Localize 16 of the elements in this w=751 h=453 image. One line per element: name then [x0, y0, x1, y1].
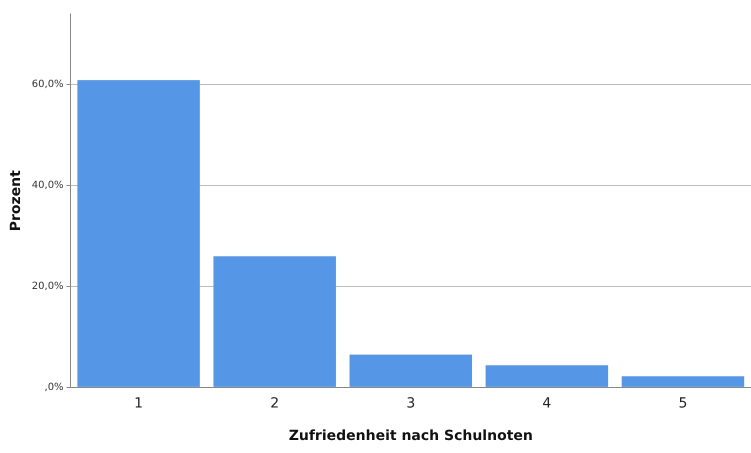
y-tick-label: 40,0%: [32, 180, 64, 192]
bar: [622, 376, 744, 387]
bar: [77, 80, 200, 387]
bar: [486, 365, 608, 387]
bar: [350, 354, 472, 387]
y-tick-label: 60,0%: [32, 79, 64, 90]
x-tick-label: 3: [406, 395, 416, 412]
bar: [213, 256, 336, 387]
y-axis-title: Prozent: [8, 170, 24, 232]
y-tick-label: ,0%: [44, 382, 64, 393]
y-tick-label: 20,0%: [32, 281, 64, 292]
x-tick-label: 4: [542, 395, 552, 412]
x-tick-label: 1: [134, 395, 144, 412]
x-axis-title: Zufriedenheit nach Schulnoten: [288, 428, 533, 444]
x-tick-label: 5: [678, 395, 688, 412]
x-tick-label: 2: [270, 395, 280, 412]
